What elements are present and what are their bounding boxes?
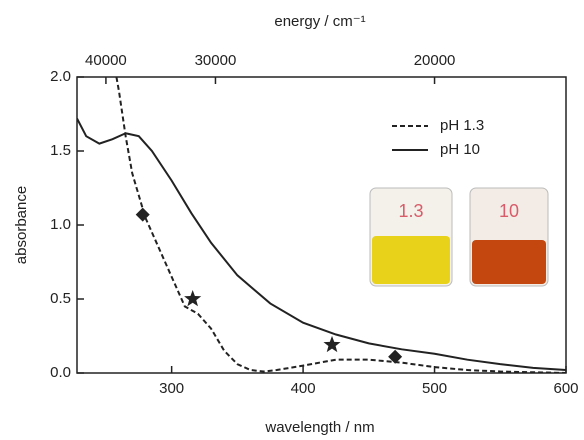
x2-tick-label: 40000	[85, 52, 127, 69]
marker-diamond	[136, 208, 150, 222]
y-tick-label: 1.5	[50, 142, 71, 159]
marker-star	[323, 336, 340, 352]
x-tick-label: 300	[159, 380, 184, 397]
inset-photo: 1.3 10	[370, 188, 548, 286]
legend-label: pH 1.3	[440, 117, 484, 134]
y-axis-label: absorbance	[13, 186, 30, 264]
x-axis-label: wavelength / nm	[264, 419, 374, 436]
x2-tick-label: 30000	[195, 52, 237, 69]
x-tick-label: 500	[422, 380, 447, 397]
y-tick-label: 0.0	[50, 364, 71, 381]
y-tick-label: 0.5	[50, 290, 71, 307]
x-tick-label: 400	[291, 380, 316, 397]
legend-label: pH 10	[440, 141, 480, 158]
inset-label: 10	[499, 201, 519, 221]
x-tick-label: 600	[553, 380, 578, 397]
y-tick-label: 1.0	[50, 216, 71, 233]
inset-label: 1.3	[398, 201, 423, 221]
y-tick-label: 2.0	[50, 68, 71, 85]
x2-tick-label: 20000	[414, 52, 456, 69]
x2-axis-label: energy / cm⁻¹	[274, 13, 365, 30]
marker-star	[184, 290, 201, 306]
chart: 1.3 10 wavelength / nm energy / cm⁻¹ abs…	[0, 0, 584, 440]
